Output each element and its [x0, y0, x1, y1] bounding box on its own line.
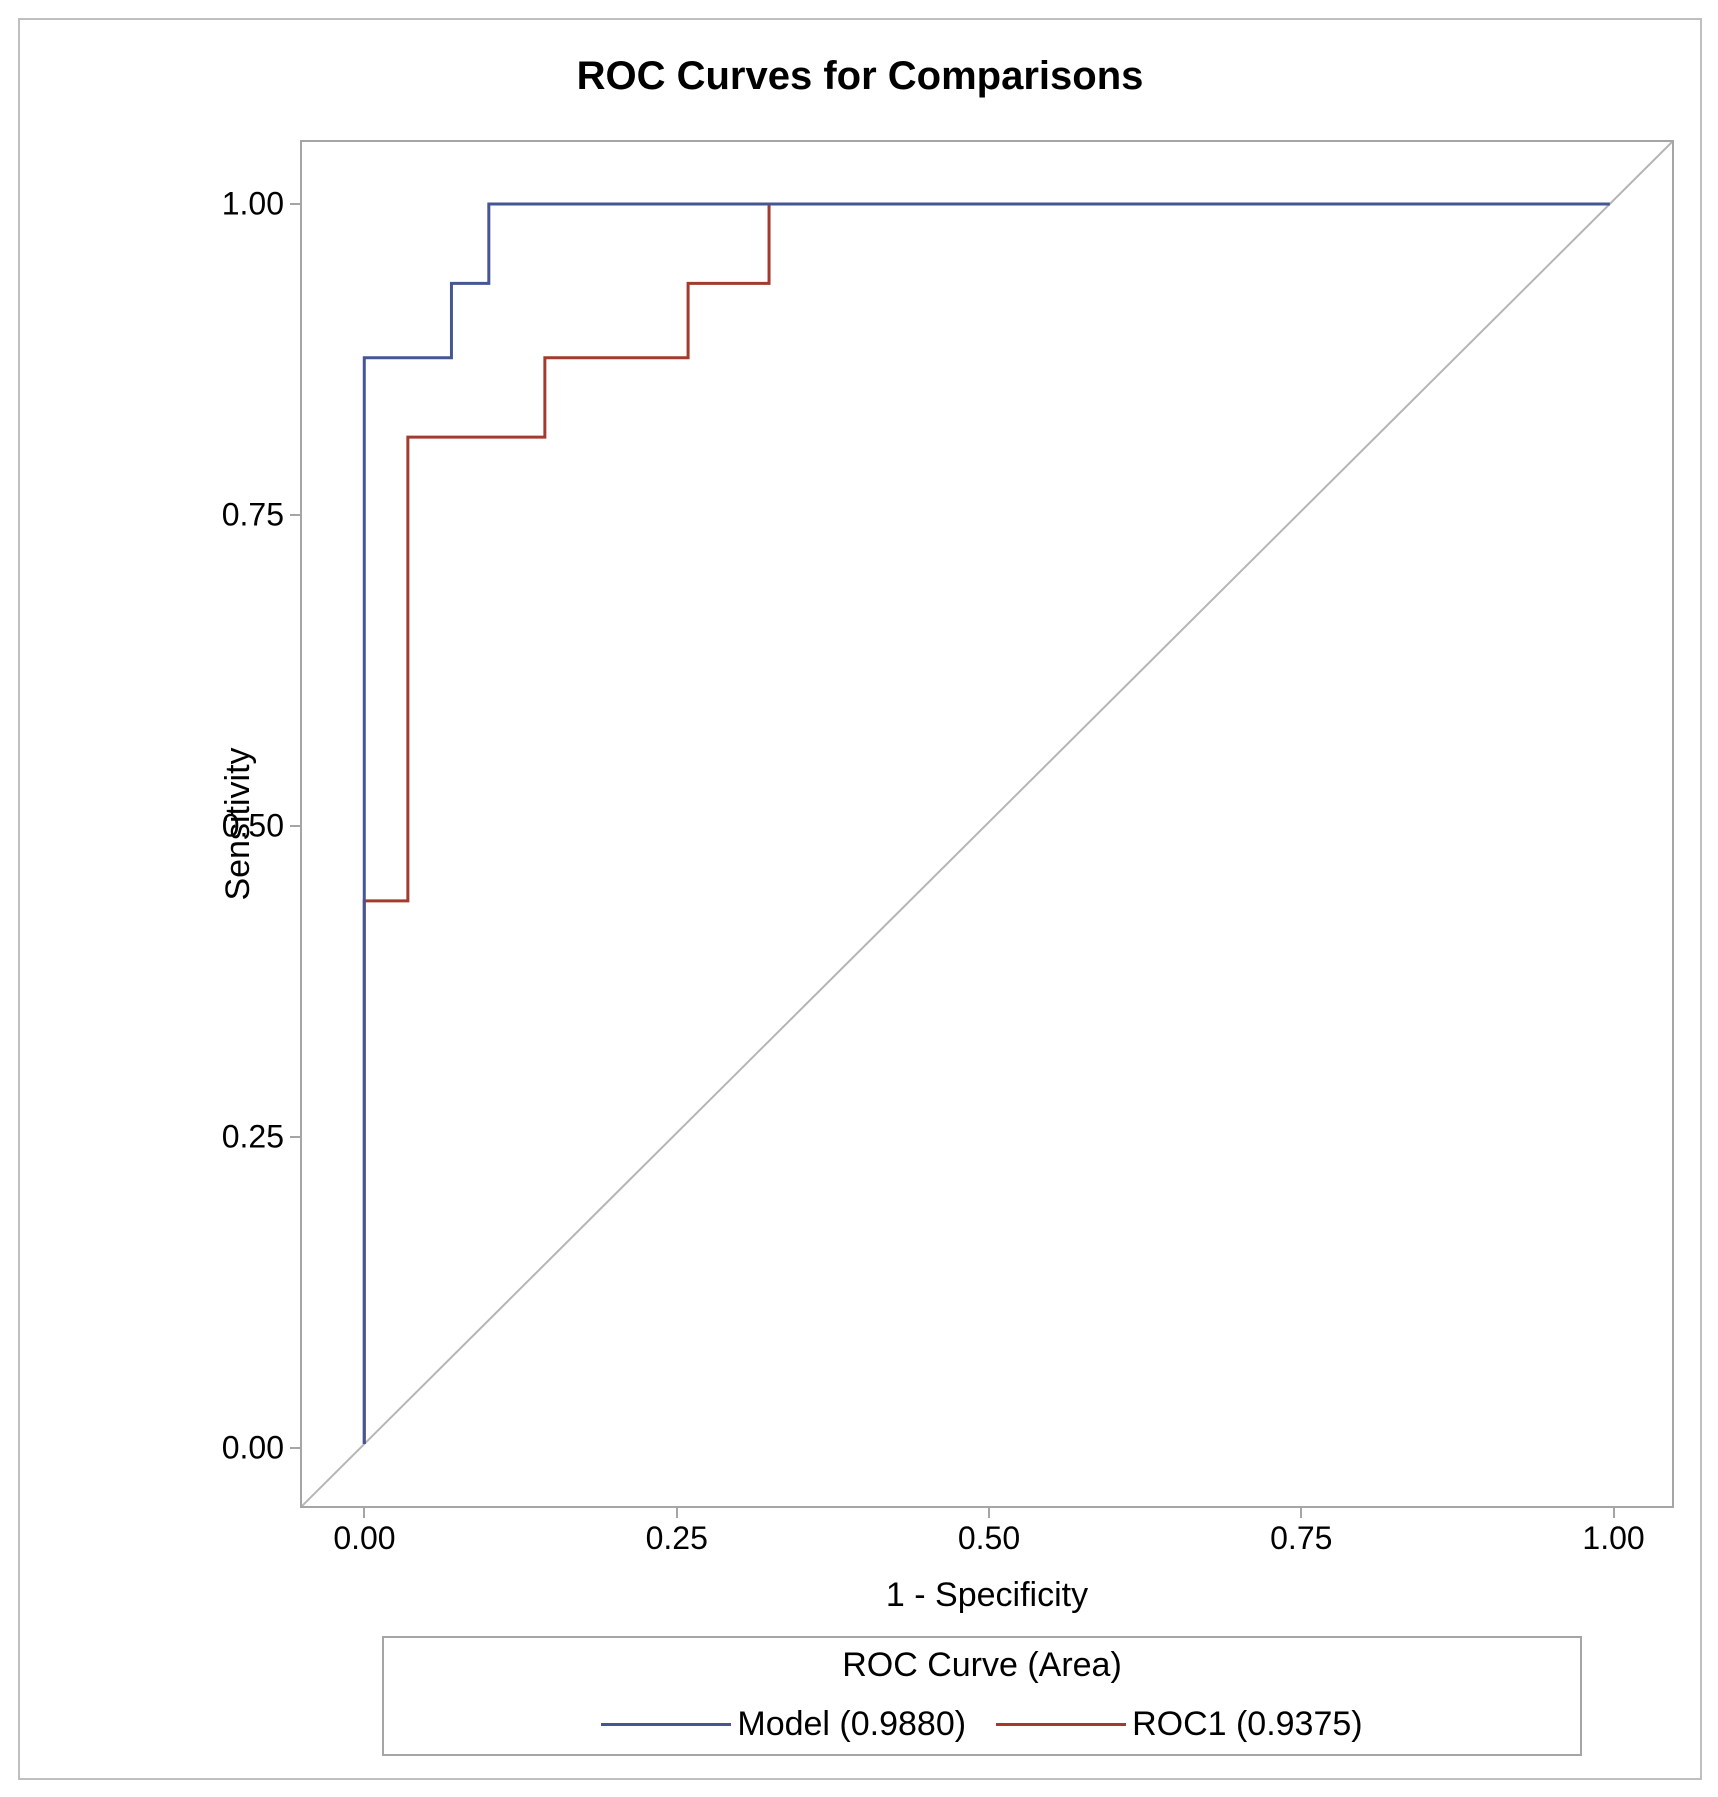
x-tick-label: 0.75 — [1270, 1520, 1332, 1557]
x-tick-mark — [676, 1506, 678, 1518]
legend-item-roc1: ROC1 (0.9375) — [996, 1705, 1363, 1744]
legend-item-model: Model (0.9880) — [601, 1705, 966, 1744]
reference-diagonal — [302, 142, 1672, 1506]
legend-row: Model (0.9880) ROC1 (0.9375) — [384, 1705, 1580, 1744]
y-tick-mark — [290, 1447, 302, 1449]
chart-container: ROC Curves for Comparisons Sensitivity 1… — [18, 18, 1702, 1780]
y-tick-label: 0.50 — [222, 808, 284, 845]
x-tick-mark — [1613, 1506, 1615, 1518]
y-tick-label: 0.00 — [222, 1429, 284, 1466]
chart-title: ROC Curves for Comparisons — [20, 54, 1700, 99]
y-tick-mark — [290, 825, 302, 827]
x-axis-label: 1 - Specificity — [302, 1576, 1672, 1615]
legend-title: ROC Curve (Area) — [384, 1646, 1580, 1685]
plot-area: Sensitivity 1 - Specificity 0.000.250.50… — [300, 140, 1674, 1508]
legend-swatch — [996, 1723, 1126, 1726]
y-tick-mark — [290, 514, 302, 516]
x-tick-label: 0.50 — [958, 1520, 1020, 1557]
x-tick-label: 1.00 — [1582, 1520, 1644, 1557]
legend-label: Model (0.9880) — [737, 1705, 966, 1744]
x-tick-label: 0.25 — [646, 1520, 708, 1557]
y-tick-label: 0.75 — [222, 497, 284, 534]
plot-svg — [302, 142, 1672, 1506]
legend: ROC Curve (Area) Model (0.9880) ROC1 (0.9… — [382, 1636, 1582, 1756]
x-tick-label: 0.00 — [333, 1520, 395, 1557]
y-tick-mark — [290, 203, 302, 205]
legend-swatch — [601, 1723, 731, 1726]
legend-label: ROC1 (0.9375) — [1132, 1705, 1363, 1744]
x-tick-mark — [988, 1506, 990, 1518]
y-tick-label: 1.00 — [222, 186, 284, 223]
x-tick-mark — [1300, 1506, 1302, 1518]
x-tick-mark — [363, 1506, 365, 1518]
y-tick-mark — [290, 1136, 302, 1138]
y-tick-label: 0.25 — [222, 1118, 284, 1155]
